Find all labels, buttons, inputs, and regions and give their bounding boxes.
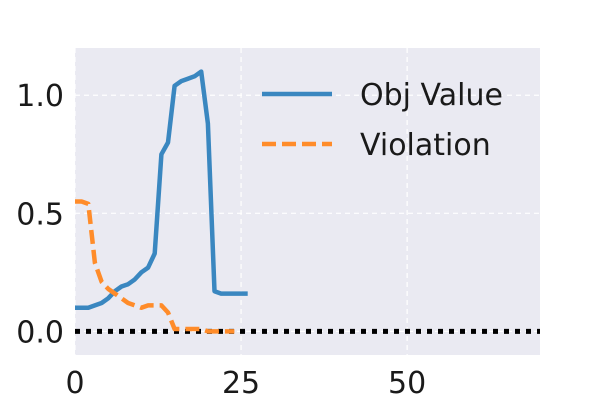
- tick-labels: 0 25 50 0.0 0.5 1.0: [16, 79, 426, 400]
- x-tick-label: 25: [222, 366, 260, 400]
- series-line-obj-value: [75, 69, 248, 311]
- y-tick-label: 1.0: [16, 79, 64, 114]
- series-line-violation: [75, 199, 235, 334]
- x-tick-label: 0: [65, 366, 84, 400]
- legend: Obj Value Violation: [262, 78, 503, 163]
- y-tick-label: 0.0: [16, 315, 64, 350]
- legend-label-violation: Violation: [360, 128, 491, 163]
- y-tick-label: 0.5: [16, 197, 64, 232]
- series-layer: [75, 69, 248, 334]
- legend-label-obj-value: Obj Value: [360, 78, 503, 113]
- x-tick-label: 50: [388, 366, 426, 400]
